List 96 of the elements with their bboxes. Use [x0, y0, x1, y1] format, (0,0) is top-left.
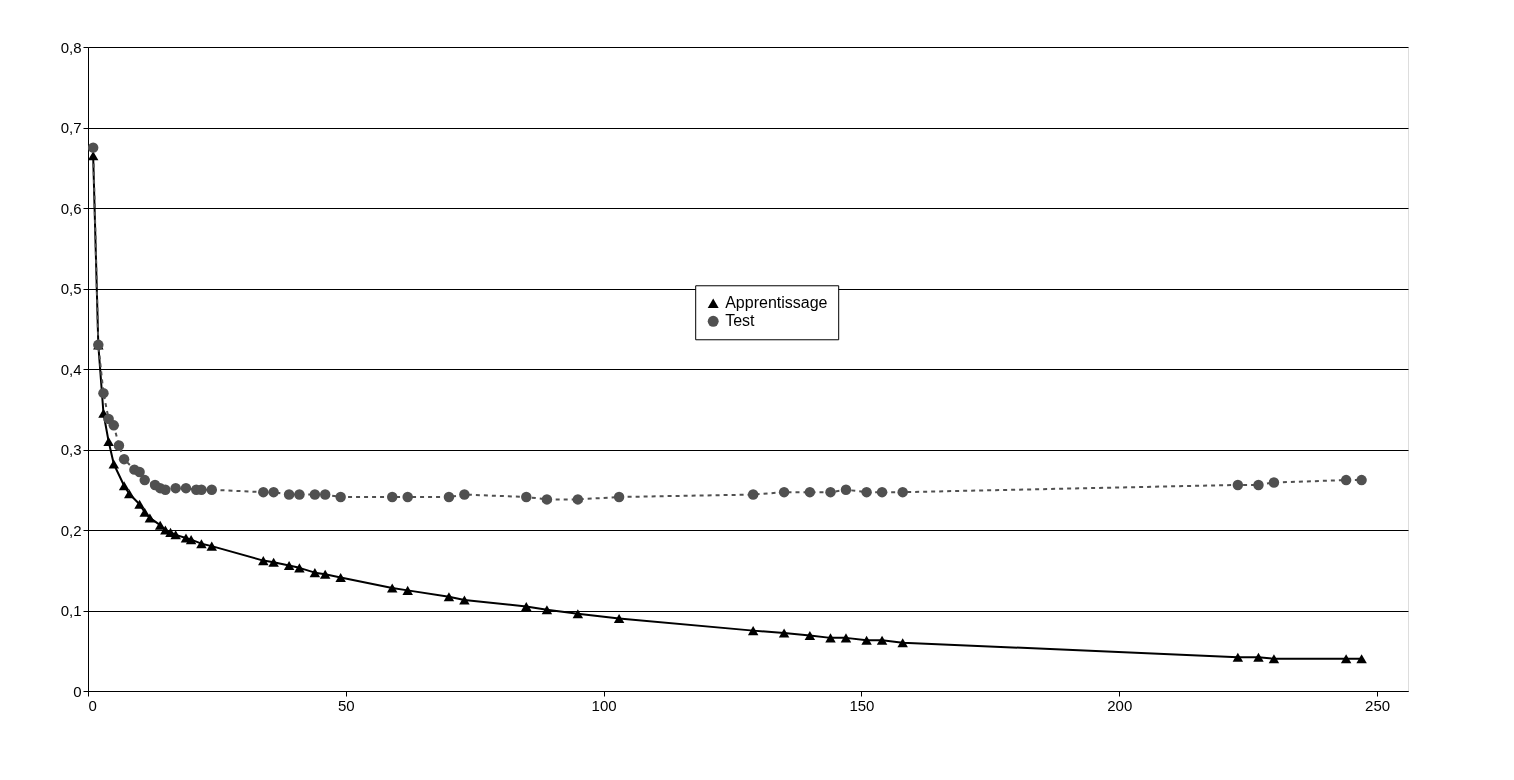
point	[1268, 477, 1280, 488]
point	[897, 638, 908, 648]
point	[87, 142, 99, 153]
point	[124, 489, 135, 499]
point	[541, 494, 553, 505]
point	[804, 630, 816, 640]
point	[1232, 652, 1244, 662]
point	[804, 486, 816, 498]
point	[747, 489, 759, 500]
point	[154, 520, 166, 530]
y-tick-label: 0,5	[60, 280, 82, 297]
point	[139, 474, 150, 486]
legend-label: Apprentissage	[725, 294, 828, 312]
point	[1356, 654, 1367, 664]
point	[206, 541, 217, 551]
point	[521, 491, 532, 503]
point	[268, 557, 279, 567]
x-tick-label: 50	[337, 696, 355, 714]
point	[335, 491, 346, 503]
y-tick-label: 0,7	[60, 119, 82, 136]
point	[521, 601, 532, 612]
point	[294, 489, 305, 500]
point	[108, 459, 120, 469]
point	[108, 420, 120, 431]
point	[459, 489, 470, 500]
point	[196, 539, 207, 549]
point	[778, 628, 790, 638]
point	[1268, 654, 1280, 664]
point	[840, 633, 852, 643]
point	[258, 486, 269, 498]
point	[861, 486, 872, 498]
point	[118, 453, 130, 465]
point	[319, 569, 331, 579]
y-tick-label: 0	[73, 682, 82, 700]
point	[185, 535, 197, 545]
point	[309, 568, 321, 578]
point	[309, 489, 321, 500]
y-tick-label: 0,2	[60, 521, 82, 539]
point	[1253, 652, 1264, 662]
y-tick-label: 0,3	[60, 441, 82, 458]
x-tick-label: 0	[88, 696, 97, 714]
point	[443, 592, 455, 602]
point	[118, 481, 130, 491]
point	[1356, 474, 1367, 486]
point	[144, 513, 156, 523]
point	[139, 507, 150, 517]
x-tick-label: 150	[849, 696, 875, 714]
point	[268, 486, 279, 498]
point	[541, 605, 553, 615]
point	[1232, 479, 1244, 491]
point	[840, 484, 852, 495]
point	[613, 491, 625, 503]
legend-label: Test	[725, 312, 756, 330]
point	[283, 560, 295, 570]
point	[319, 489, 331, 500]
point	[1253, 479, 1264, 491]
point	[258, 556, 269, 566]
point	[335, 572, 346, 583]
point	[134, 499, 145, 509]
point	[170, 482, 181, 494]
y-tick-label: 0,1	[60, 602, 82, 619]
point	[613, 614, 625, 624]
point	[897, 486, 908, 498]
point	[206, 484, 217, 495]
point	[861, 635, 872, 645]
x-tick-label: 100	[591, 696, 617, 714]
point	[134, 466, 145, 478]
point	[778, 486, 790, 498]
point	[825, 486, 836, 498]
point	[402, 491, 413, 503]
point	[1340, 474, 1352, 486]
y-tick-label: 0,4	[60, 360, 82, 378]
point	[443, 491, 455, 503]
point	[572, 494, 584, 505]
y-tick-label: 0,8	[60, 38, 82, 56]
x-tick-label: 250	[1365, 696, 1391, 714]
point	[98, 387, 109, 399]
point	[180, 482, 192, 494]
point	[160, 484, 171, 495]
x-tick-label: 200	[1107, 696, 1133, 714]
point	[459, 595, 470, 605]
point	[402, 585, 413, 595]
point	[170, 530, 181, 540]
y-tick-label: 0,6	[60, 199, 82, 217]
point	[283, 489, 295, 500]
point	[1340, 654, 1352, 664]
point	[386, 491, 398, 503]
point	[386, 583, 398, 593]
point	[747, 626, 759, 636]
point	[103, 436, 114, 446]
point	[876, 635, 888, 645]
point	[876, 486, 888, 498]
point	[294, 563, 305, 573]
point	[113, 440, 125, 451]
point	[825, 633, 836, 643]
point	[572, 609, 584, 619]
